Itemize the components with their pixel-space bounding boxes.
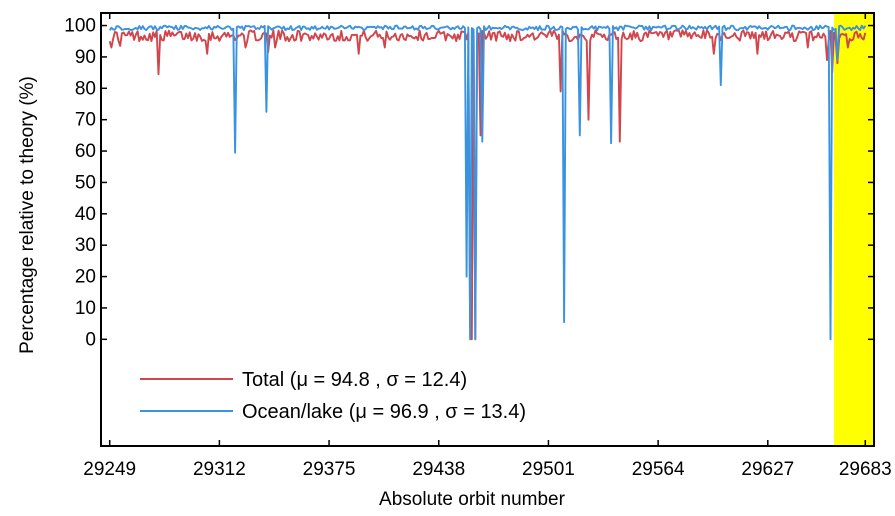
series-line-total — [108, 29, 867, 341]
highlight-band — [833, 13, 874, 446]
y-tick-label: 30 — [75, 235, 96, 256]
x-tick-label: 29249 — [83, 459, 136, 480]
y-tick-label: 90 — [75, 47, 96, 68]
y-tick-label: 0 — [85, 329, 96, 350]
y-tick-label: 20 — [75, 267, 96, 288]
legend-label-ocean-lake: Ocean/lake (μ = 96.9 , σ = 13.4) — [242, 401, 526, 423]
y-tick-label: 80 — [75, 78, 96, 99]
x-tick-label: 29501 — [522, 459, 575, 480]
y-tick-label: 10 — [75, 298, 96, 319]
x-tick-label: 29627 — [741, 459, 794, 480]
legend: Total (μ = 94.8 , σ = 12.4) Ocean/lake (… — [140, 369, 526, 423]
y-axis-title: Percentage relative to theory (%) — [17, 76, 38, 354]
y-tick-label: 70 — [75, 110, 96, 131]
series-line-ocean-lake — [108, 24, 867, 341]
x-tick-label: 29312 — [193, 459, 246, 480]
x-tick-label: 29375 — [303, 459, 356, 480]
plot-frame — [100, 12, 875, 447]
x-tick-label: 29564 — [632, 459, 685, 480]
legend-label-total: Total (μ = 94.8 , σ = 12.4) — [242, 369, 467, 391]
y-tick-label: 50 — [75, 172, 96, 193]
y-tick-label: 60 — [75, 141, 96, 162]
x-tick-label: 29438 — [412, 459, 465, 480]
y-tick-label: 40 — [75, 204, 96, 225]
x-axis-title: Absolute orbit number — [379, 489, 566, 510]
x-tick-label: 29683 — [839, 459, 892, 480]
y-tick-label: 100 — [64, 16, 96, 37]
